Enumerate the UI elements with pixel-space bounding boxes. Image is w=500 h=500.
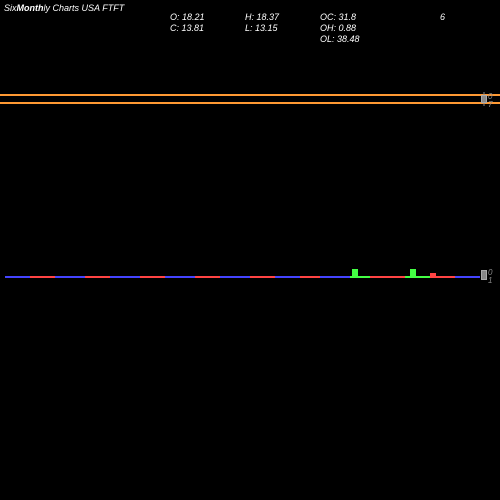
axis-label: 7 [488,100,492,109]
indicator-segment [300,276,320,278]
indicator-segment [405,276,430,278]
indicator-segment [220,276,250,278]
indicator-segment [455,276,480,278]
indicator-segment [165,276,195,278]
indicator-segment [30,276,55,278]
volume-candle [481,270,487,280]
indicator-segment [250,276,275,278]
candle [410,269,416,276]
indicator-segment [110,276,140,278]
indicator-segment [5,276,30,278]
indicator-segment [195,276,220,278]
indicator-segment [140,276,165,278]
indicator-segment [320,276,350,278]
candle [430,273,436,278]
price-chart[interactable]: 0701 [0,0,500,500]
indicator-segment [275,276,300,278]
orange-band-top [0,94,500,96]
indicator-segment [350,276,370,278]
axis-label: 1 [488,276,492,285]
last-candle [481,92,487,106]
candle [352,269,358,276]
indicator-segment [55,276,85,278]
indicator-segment [370,276,405,278]
orange-band-bottom [0,102,500,104]
chart-container: SixMonthly Charts USA FTFT O: 18.21H: 18… [0,0,500,500]
indicator-segment [85,276,110,278]
